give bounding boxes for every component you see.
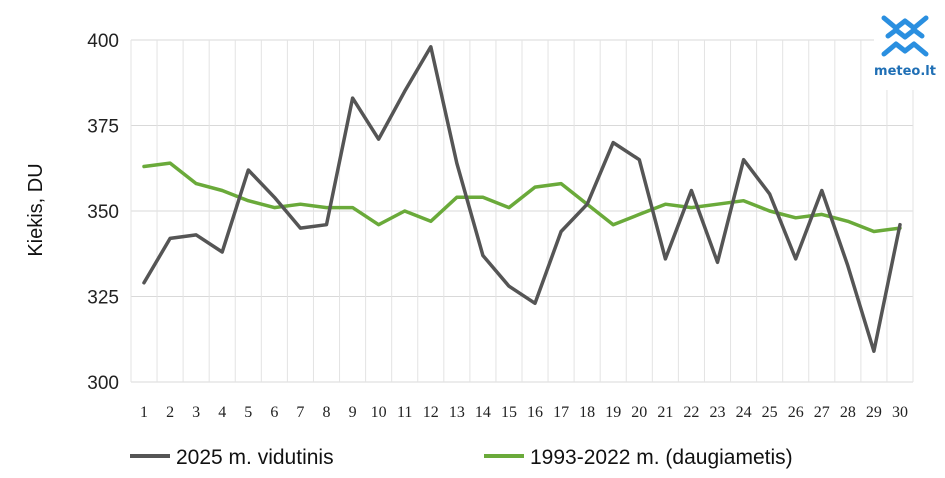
x-tick-label: 16 — [527, 404, 543, 421]
legend: 2025 m. vidutinis 1993-2022 m. (daugiame… — [130, 446, 793, 469]
x-tick-label: 17 — [553, 404, 569, 421]
meteo-logo-icon — [881, 15, 929, 57]
x-tick-label: 14 — [475, 404, 491, 421]
x-tick-label: 4 — [218, 404, 226, 421]
x-tick-label: 21 — [657, 404, 673, 421]
x-tick-label: 12 — [423, 404, 439, 421]
x-tick-label: 11 — [397, 404, 412, 421]
x-tick-label: 8 — [323, 404, 331, 421]
x-tick-label: 19 — [605, 404, 621, 421]
series-lines — [142, 45, 902, 353]
x-tick-label: 7 — [296, 404, 304, 421]
x-tick-label: 15 — [501, 404, 517, 421]
x-tick-label: 22 — [683, 404, 699, 421]
x-tick-label: 26 — [788, 404, 804, 421]
x-tick-label: 6 — [270, 404, 278, 421]
x-tick-label: 28 — [840, 404, 856, 421]
x-tick-label: 10 — [371, 404, 387, 421]
x-tick-label: 29 — [866, 404, 882, 421]
y-axis-label: Kiekis, DU — [25, 163, 47, 256]
y-tick-label: 375 — [87, 117, 119, 138]
y-tick-label: 400 — [87, 31, 119, 52]
x-tick-label: 3 — [192, 404, 200, 421]
y-tick-label: 300 — [87, 373, 119, 394]
grid-lines — [130, 39, 914, 383]
legend-label-longterm: 1993-2022 m. (daugiametis) — [530, 446, 793, 469]
legend-label-2025: 2025 m. vidutinis — [176, 446, 334, 469]
x-tick-label: 27 — [814, 404, 830, 421]
x-tick-label: 20 — [631, 404, 647, 421]
x-tick-label: 1 — [140, 404, 148, 421]
series-line-2025 — [142, 45, 902, 353]
x-tick-label: 25 — [762, 404, 778, 421]
x-tick-label: 5 — [244, 404, 252, 421]
meteo-logo-text: meteo.lt — [874, 64, 936, 79]
x-tick-label: 13 — [449, 404, 465, 421]
y-axis-ticks: 300 325 350 375 400 — [87, 31, 119, 394]
x-tick-label: 9 — [349, 404, 357, 421]
y-tick-label: 350 — [87, 202, 119, 223]
x-tick-label: 2 — [166, 404, 174, 421]
x-tick-label: 24 — [736, 404, 752, 421]
x-tick-label: 30 — [892, 404, 908, 421]
y-tick-label: 325 — [87, 288, 119, 309]
x-axis-ticks: 1 2 3 4 5 6 7 8 9 10 11 12 13 14 15 16 17 18 19 20 21 22 23 24 2… — [140, 404, 908, 421]
x-tick-label: 23 — [710, 404, 726, 421]
x-tick-label: 18 — [579, 404, 595, 421]
meteo-logo: meteo.lt — [874, 10, 936, 90]
series-line-longterm — [142, 161, 902, 234]
